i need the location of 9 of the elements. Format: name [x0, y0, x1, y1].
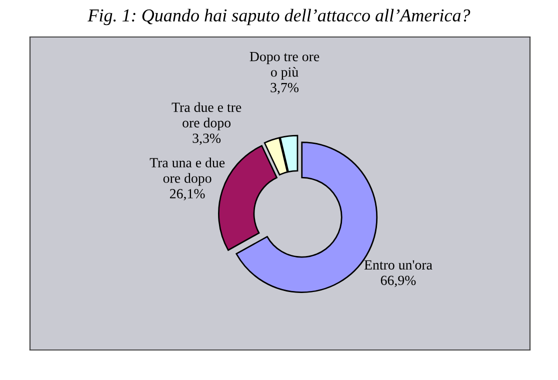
data-label: 26,1%: [170, 189, 205, 200]
slice-label: Tra una e due ore dopo: [150, 158, 225, 186]
data-label: 3,7%: [270, 82, 299, 94]
chart-title: Fig. 1: Quando hai saputo dell’attacco all’America?: [88, 8, 470, 26]
slice-label: Entro un'ora: [364, 260, 432, 270]
data-label: 66,9%: [380, 276, 416, 288]
slice-label: Tra due e tre ore dopo: [172, 102, 242, 130]
data-label: 3,3%: [192, 134, 221, 145]
slice-label: Dopo tre ore o più: [250, 52, 320, 80]
